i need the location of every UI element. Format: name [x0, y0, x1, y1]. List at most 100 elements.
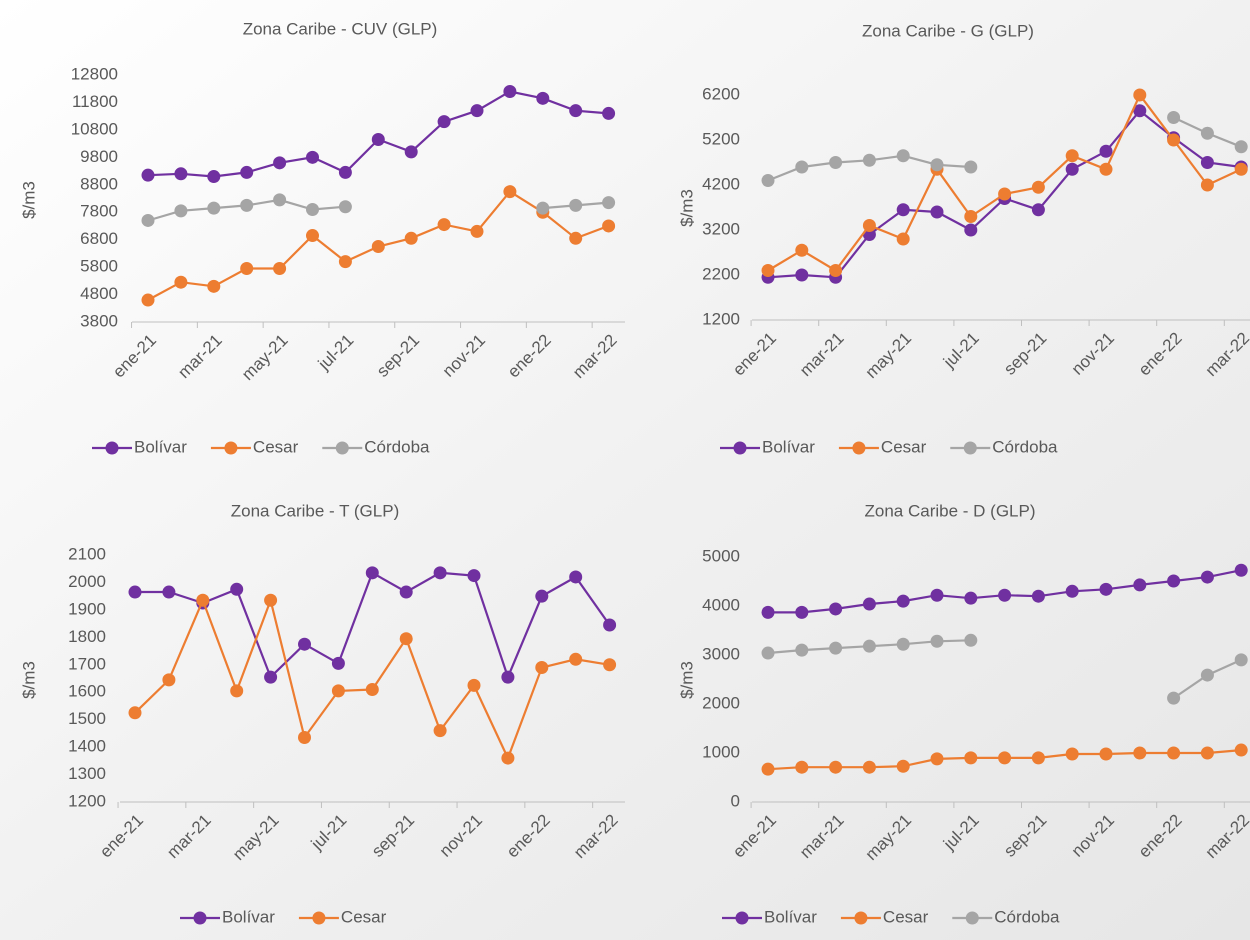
y-axis-title: $/m3: [19, 661, 38, 699]
data-point: [273, 261, 287, 275]
data-point: [1200, 178, 1214, 192]
data-point: [536, 201, 550, 215]
data-point: [964, 210, 978, 223]
data-point: [795, 643, 809, 657]
data-point: [404, 145, 418, 159]
data-point: [162, 673, 176, 687]
data-point: [338, 200, 352, 214]
legend-label: Córdoba: [994, 907, 1060, 926]
chart-title: Zona Caribe - G (GLP): [862, 21, 1034, 40]
data-point: [602, 219, 616, 233]
data-point: [174, 275, 188, 289]
data-point: [196, 593, 210, 607]
data-point: [1065, 149, 1079, 163]
data-point: [371, 132, 385, 146]
y-tick-label: 1900: [68, 599, 106, 618]
data-point: [536, 91, 550, 105]
data-point: [1200, 156, 1214, 169]
data-point: [896, 232, 910, 246]
data-point: [230, 582, 244, 596]
data-point: [470, 104, 484, 118]
data-point: [503, 185, 517, 199]
data-point: [1099, 144, 1113, 158]
data-point: [437, 115, 451, 129]
data-point: [964, 160, 978, 174]
data-point: [1167, 574, 1181, 588]
legend-label: Bolívar: [762, 437, 815, 456]
data-point: [207, 279, 221, 293]
data-point: [896, 149, 910, 163]
data-point: [306, 150, 319, 164]
y-tick-label: 9800: [80, 147, 118, 166]
data-point: [467, 569, 481, 583]
y-tick-label: 4200: [702, 174, 740, 193]
data-point: [331, 684, 345, 698]
data-point: [338, 165, 352, 179]
data-point: [896, 594, 910, 608]
chart-title: Zona Caribe - T (GLP): [231, 501, 400, 520]
data-point: [298, 637, 311, 651]
data-point: [273, 193, 287, 207]
data-point: [501, 670, 515, 684]
data-point: [1133, 104, 1147, 118]
y-tick-label: 2000: [68, 572, 106, 591]
data-point: [964, 591, 978, 605]
data-point: [829, 156, 843, 169]
data-point: [1167, 746, 1181, 760]
y-tick-label: 12800: [71, 64, 118, 83]
data-point: [128, 706, 142, 720]
chart-title: Zona Caribe - D (GLP): [865, 501, 1036, 520]
data-point: [862, 760, 876, 774]
data-point: [264, 670, 278, 684]
data-point: [433, 566, 447, 580]
y-tick-label: 1200: [702, 309, 740, 328]
y-tick-label: 11800: [72, 92, 118, 111]
data-point: [1234, 743, 1248, 757]
y-tick-label: 1700: [68, 654, 106, 673]
data-point: [795, 268, 809, 282]
data-point: [1200, 126, 1214, 140]
data-point: [338, 255, 352, 269]
legend-marker: [335, 441, 349, 455]
data-point: [128, 585, 142, 599]
legend-marker: [854, 911, 868, 925]
data-point: [862, 219, 876, 232]
legend-marker: [963, 441, 977, 455]
data-point: [1099, 162, 1113, 176]
data-point: [1234, 563, 1248, 577]
data-point: [1133, 578, 1147, 592]
data-point: [998, 751, 1012, 765]
data-point: [306, 229, 319, 243]
data-point: [930, 205, 944, 219]
y-tick-label: 6200: [702, 84, 740, 103]
y-tick-label: 1400: [68, 737, 106, 756]
y-tick-label: 5000: [702, 546, 740, 565]
data-point: [829, 760, 843, 774]
legend-label: Córdoba: [992, 437, 1058, 456]
data-point: [264, 593, 278, 607]
data-point: [602, 196, 616, 210]
data-point: [930, 752, 944, 766]
y-tick-label: 8800: [80, 174, 118, 193]
y-tick-label: 3200: [702, 219, 740, 238]
data-point: [470, 224, 484, 238]
y-axis-title: $/m3: [677, 189, 696, 227]
data-point: [503, 84, 517, 98]
data-point: [930, 634, 944, 648]
data-point: [603, 618, 617, 632]
data-point: [207, 201, 221, 215]
data-point: [141, 293, 155, 307]
data-point: [240, 261, 254, 275]
y-tick-label: 3800: [80, 311, 118, 330]
y-tick-label: 5200: [702, 129, 740, 148]
data-point: [399, 632, 413, 646]
data-point: [1167, 691, 1181, 705]
data-point: [1099, 582, 1113, 596]
legend-marker: [735, 911, 749, 925]
data-point: [896, 759, 910, 773]
data-point: [240, 198, 254, 212]
y-tick-label: 1000: [702, 742, 740, 761]
